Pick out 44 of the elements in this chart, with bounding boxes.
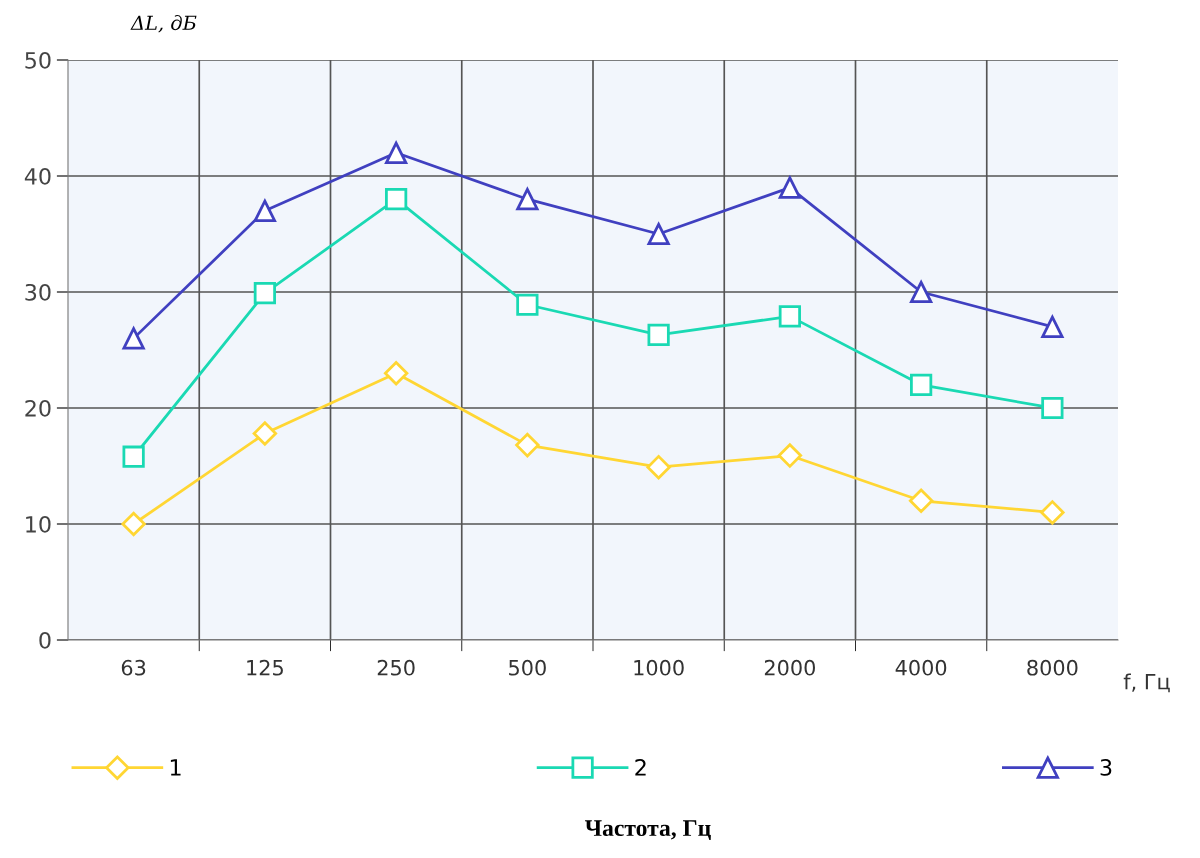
y-tick-label: 20 (25, 399, 51, 417)
point (385, 188, 408, 211)
point (385, 141, 408, 164)
point (515, 432, 540, 458)
point (777, 443, 803, 468)
legend-label: 1 (170, 759, 181, 776)
text: f, Гц (1123, 673, 1170, 693)
point (647, 222, 670, 246)
legend-label: 3 (1100, 758, 1112, 776)
point (778, 176, 801, 199)
point (910, 280, 933, 304)
y-tick-label: 50 (25, 51, 51, 69)
point (122, 327, 145, 350)
x-tick-label: 63 (121, 659, 146, 676)
y-tick-label: 30 (25, 283, 51, 301)
point (910, 373, 933, 396)
point (908, 488, 934, 513)
x-tick-label: 125 (247, 659, 283, 676)
x-tick-label: 1000 (634, 659, 684, 676)
point (121, 511, 146, 537)
point (778, 305, 801, 328)
point (646, 454, 671, 480)
x-tick-label: 250 (377, 659, 415, 676)
point (253, 282, 276, 305)
point (647, 323, 670, 347)
point (516, 188, 539, 211)
y-tick-label: 40 (24, 167, 51, 185)
point (1041, 315, 1064, 338)
text: Частота, Гц (585, 820, 711, 840)
point (1041, 396, 1064, 420)
point (383, 361, 409, 386)
x-tick-label: 4000 (895, 659, 947, 676)
x-tick-label: 8000 (1027, 659, 1078, 676)
point (253, 199, 276, 222)
point (122, 445, 145, 468)
x-tick-label: 500 (509, 659, 546, 676)
point (1040, 500, 1065, 525)
y-axis-title: ΔL, дБ (130, 15, 197, 33)
y-tick-label: 0 (39, 631, 51, 649)
x-tick-label: 2000 (764, 659, 815, 676)
point (516, 293, 539, 316)
point (252, 421, 278, 446)
y-tick-label: 10 (26, 515, 51, 533)
legend-label: 2 (635, 758, 646, 776)
